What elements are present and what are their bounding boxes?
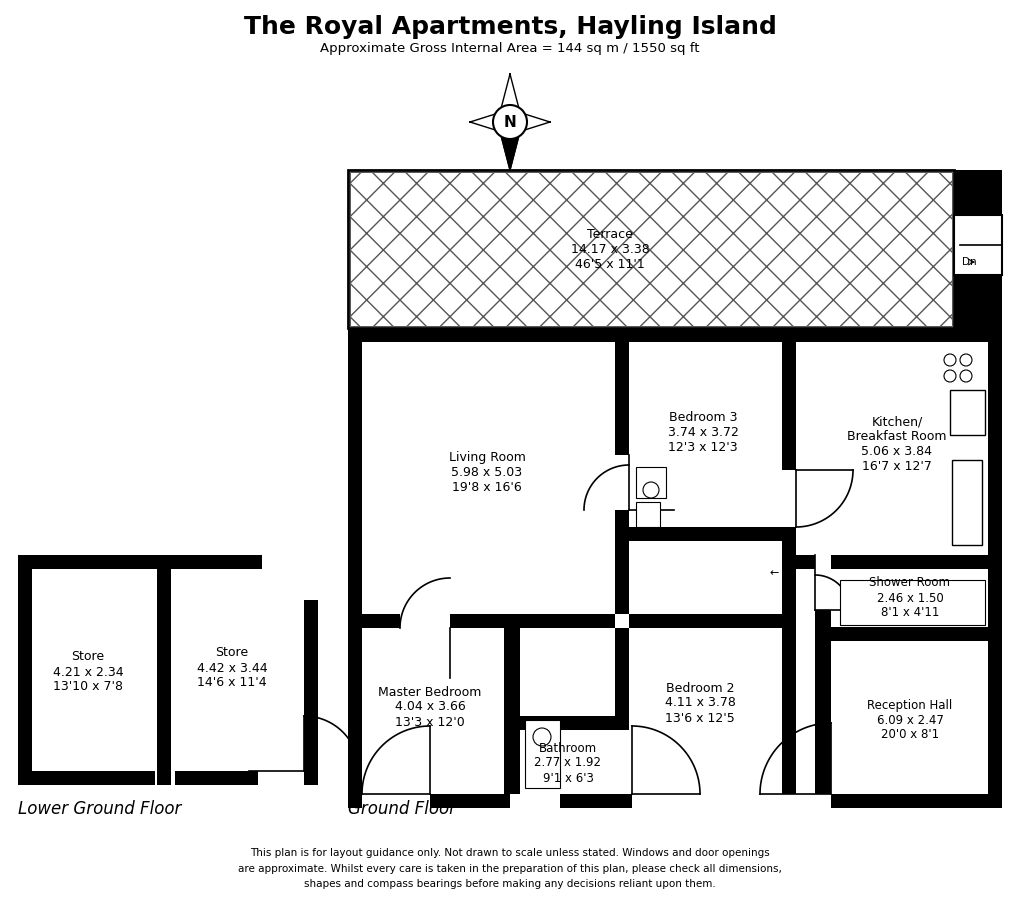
Text: This plan is for layout guidance only. Not drawn to scale unless stated. Windows: This plan is for layout guidance only. N…: [237, 848, 782, 889]
Bar: [629, 614, 782, 628]
Text: Bedroom 2
4.11 x 3.78
13'6 x 12'5: Bedroom 2 4.11 x 3.78 13'6 x 12'5: [664, 681, 735, 725]
Polygon shape: [496, 74, 523, 132]
Bar: [759, 794, 1001, 808]
Bar: [949, 390, 984, 435]
Text: Lower Ground Floor: Lower Ground Floor: [18, 800, 181, 818]
Bar: [520, 716, 629, 730]
Text: Store
4.21 x 2.34
13'10 x 7'8: Store 4.21 x 2.34 13'10 x 7'8: [53, 651, 123, 693]
Bar: [814, 555, 830, 808]
Bar: [814, 555, 830, 610]
Polygon shape: [510, 110, 549, 134]
Circle shape: [642, 482, 658, 498]
Bar: [503, 614, 520, 794]
Text: Shower Room
2.46 x 1.50
8'1 x 4'11: Shower Room 2.46 x 1.50 8'1 x 4'11: [868, 576, 950, 620]
Circle shape: [959, 354, 971, 366]
Bar: [18, 555, 318, 569]
Text: Living Room
5.98 x 5.03
19'8 x 16'6: Living Room 5.98 x 5.03 19'8 x 16'6: [448, 451, 525, 493]
Bar: [840, 580, 984, 625]
Bar: [304, 598, 318, 785]
Bar: [262, 555, 276, 598]
Text: Bedroom 3
3.74 x 3.72
12'3 x 12'3: Bedroom 3 3.74 x 3.72 12'3 x 12'3: [666, 410, 738, 454]
Text: The Royal Apartments, Hayling Island: The Royal Apartments, Hayling Island: [244, 15, 775, 39]
Bar: [782, 470, 797, 527]
Text: Bathroom
2.77 x 1.92
9'1 x 6'3: Bathroom 2.77 x 1.92 9'1 x 6'3: [534, 741, 601, 785]
Text: Dn: Dn: [961, 257, 975, 267]
Bar: [953, 215, 1001, 275]
Bar: [18, 555, 32, 785]
Bar: [559, 794, 730, 808]
Bar: [362, 794, 430, 810]
Bar: [636, 467, 665, 498]
Bar: [350, 172, 951, 326]
Bar: [525, 720, 559, 788]
Text: Approximate Gross Internal Area = 144 sq m / 1550 sq ft: Approximate Gross Internal Area = 144 sq…: [320, 42, 699, 55]
Bar: [629, 527, 782, 541]
Bar: [814, 555, 828, 808]
Text: Store
4.42 x 3.44
14'6 x 11'4: Store 4.42 x 3.44 14'6 x 11'4: [197, 646, 267, 690]
Bar: [636, 502, 659, 527]
Bar: [951, 460, 981, 545]
Circle shape: [492, 105, 527, 139]
Text: Reception Hall
6.09 x 2.47
20'0 x 8'1: Reception Hall 6.09 x 2.47 20'0 x 8'1: [866, 699, 952, 741]
Bar: [953, 170, 1001, 215]
Bar: [759, 794, 830, 810]
Bar: [782, 328, 795, 541]
Bar: [830, 627, 987, 641]
Bar: [399, 614, 449, 630]
Circle shape: [959, 370, 971, 382]
Text: ← IN: ← IN: [769, 568, 794, 578]
Bar: [614, 328, 629, 614]
Bar: [18, 771, 155, 785]
Polygon shape: [470, 110, 510, 134]
Circle shape: [943, 370, 955, 382]
Bar: [614, 628, 629, 716]
Bar: [782, 541, 795, 614]
Text: Ground Floor: Ground Floor: [347, 800, 455, 818]
Bar: [795, 555, 987, 569]
Bar: [258, 555, 318, 569]
Bar: [953, 275, 1001, 328]
Bar: [304, 555, 318, 785]
Text: Terrace
14.17 x 3.38
46'5 x 11'1: Terrace 14.17 x 3.38 46'5 x 11'1: [570, 228, 649, 270]
Bar: [347, 170, 953, 328]
Bar: [347, 794, 510, 808]
Bar: [258, 771, 304, 787]
Bar: [304, 555, 318, 600]
Bar: [632, 794, 730, 810]
Circle shape: [943, 354, 955, 366]
Bar: [175, 771, 258, 785]
Bar: [614, 455, 631, 510]
Text: Master Bedroom
4.04 x 3.66
13'3 x 12'0: Master Bedroom 4.04 x 3.66 13'3 x 12'0: [378, 685, 481, 728]
Bar: [347, 328, 362, 808]
Bar: [276, 584, 318, 598]
Text: N: N: [503, 114, 516, 129]
Bar: [157, 569, 171, 785]
Bar: [782, 614, 795, 794]
Bar: [262, 555, 318, 598]
Bar: [987, 328, 1001, 808]
Circle shape: [533, 728, 550, 746]
Bar: [362, 614, 503, 628]
Bar: [347, 328, 1001, 342]
Polygon shape: [496, 112, 523, 170]
Text: Kitchen/
Breakfast Room
5.06 x 3.84
16'7 x 12'7: Kitchen/ Breakfast Room 5.06 x 3.84 16'7…: [847, 415, 946, 473]
Bar: [362, 614, 614, 628]
